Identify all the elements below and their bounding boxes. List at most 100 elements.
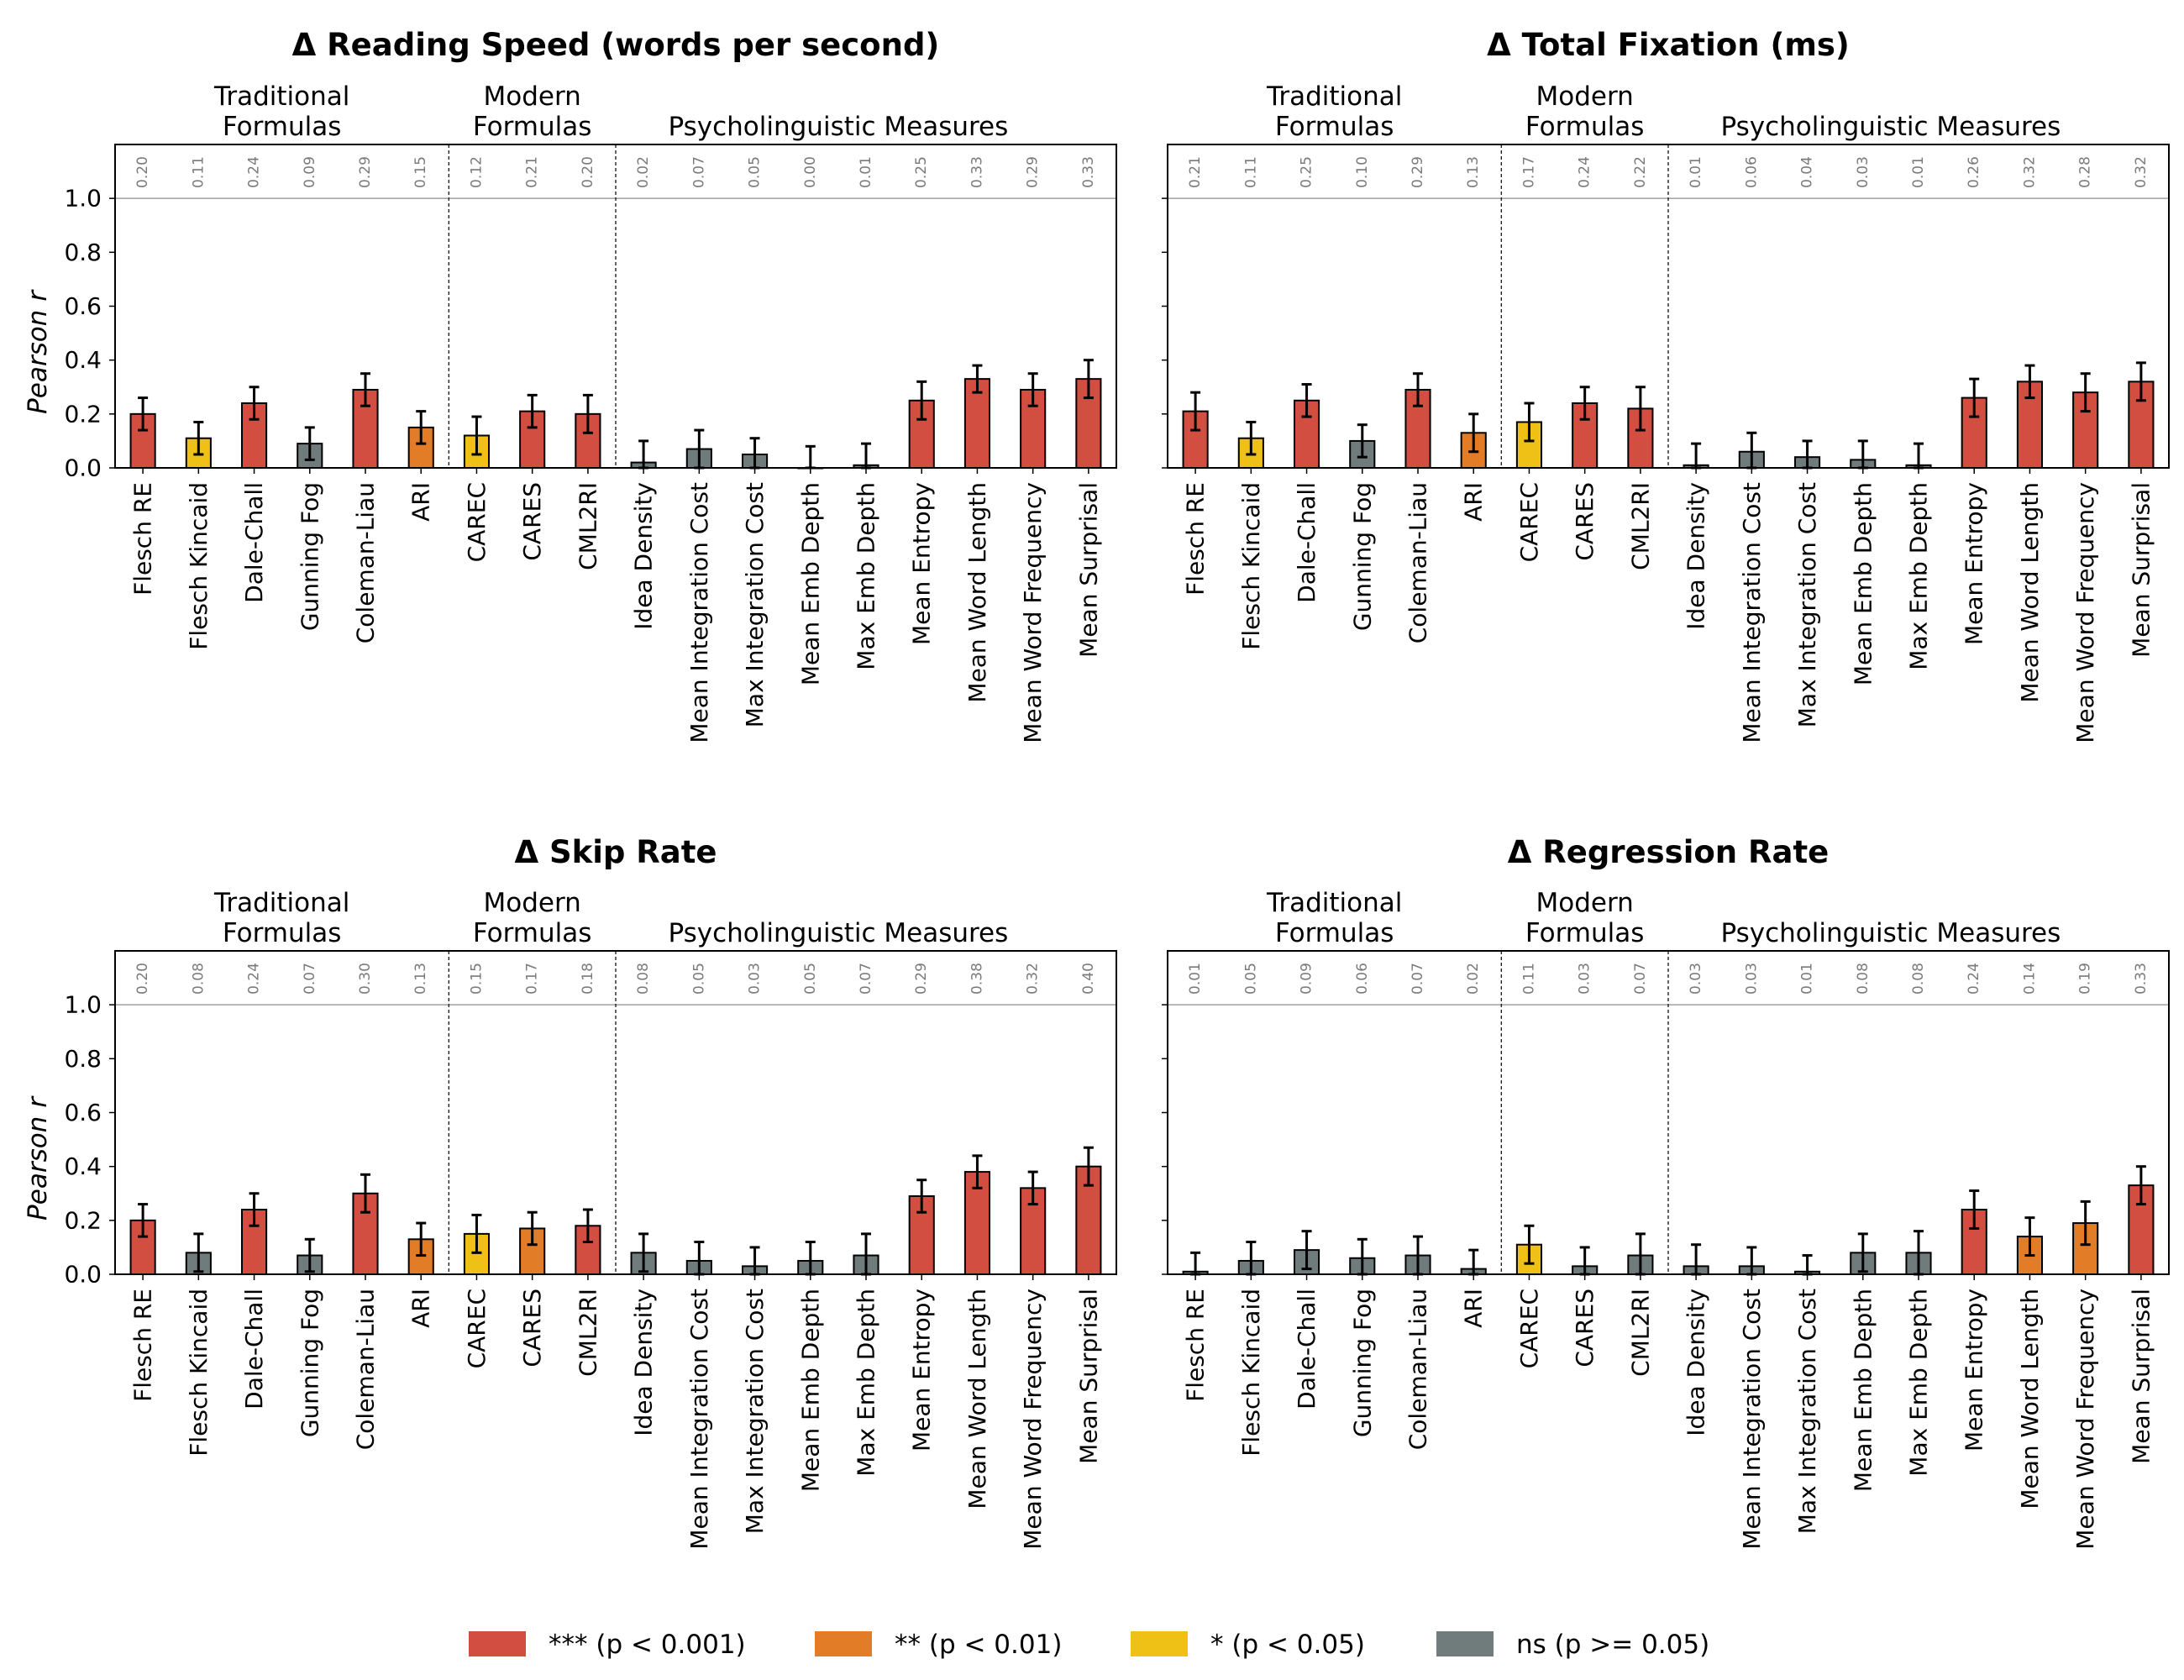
value-annotation: 0.06 [1743, 156, 1760, 188]
legend-swatch [1436, 1631, 1494, 1656]
y-tick-label: 1.0 [64, 991, 102, 1019]
bar [2128, 1184, 2155, 1275]
value-annotation: 0.08 [635, 963, 652, 995]
value-annotation: 0.06 [1354, 963, 1371, 995]
x-tick-label: Coleman-Liau [352, 1289, 380, 1450]
group-label: Formulas [1525, 918, 1645, 948]
x-tick-label: ARI [407, 1289, 435, 1328]
x-tick-label: Mean Integration Cost [685, 482, 713, 743]
legend-label: ns (p >= 0.05) [1516, 1630, 1709, 1660]
value-annotation: 0.15 [468, 963, 485, 995]
chart-title: Δ Total Fixation (ms) [1487, 27, 1850, 63]
group-label: Psycholinguistic Measures [668, 918, 1008, 948]
x-tick-label: Mean Entropy [1961, 482, 1988, 645]
value-annotation: 0.28 [2077, 156, 2094, 188]
y-tick-label: 0.2 [64, 1206, 102, 1234]
x-tick-label: Mean Entropy [1961, 1289, 1988, 1452]
value-annotation: 0.33 [2133, 963, 2150, 995]
group-label: Formulas [473, 918, 592, 948]
x-tick-label: CAREC [1515, 1289, 1543, 1368]
value-annotation: 0.32 [1025, 963, 1042, 995]
y-tick-label: 0.0 [64, 454, 102, 482]
x-tick-label: Flesch Kincaid [185, 1289, 213, 1457]
value-annotation: 0.21 [524, 156, 541, 188]
x-tick-label: Mean Integration Cost [685, 1289, 713, 1550]
value-annotation: 0.14 [2021, 963, 2038, 995]
axes-frame [114, 950, 1117, 1275]
x-tick-label: CARES [1571, 482, 1599, 561]
value-annotation: 0.08 [1910, 963, 1927, 995]
x-tick-label: Coleman-Liau [352, 482, 380, 643]
value-annotation: 0.11 [190, 156, 207, 188]
axes-frame [1167, 950, 2170, 1275]
value-annotation: 0.29 [1410, 156, 1426, 188]
chart-title: Δ Skip Rate [514, 834, 717, 870]
x-tick-label: Flesch Kincaid [1237, 1289, 1265, 1457]
x-tick-label: Idea Density [1683, 482, 1710, 630]
x-tick-label: Gunning Fog [296, 482, 323, 631]
x-tick-label: Flesch Kincaid [185, 482, 213, 650]
x-tick-label: Idea Density [630, 482, 658, 630]
value-annotation: 0.22 [1632, 156, 1649, 188]
x-tick-label: Max Emb Depth [853, 482, 880, 670]
legend-label: ** (p < 0.01) [895, 1630, 1062, 1660]
x-tick-label: CARES [1571, 1289, 1599, 1368]
value-annotation: 0.40 [1080, 963, 1097, 995]
value-annotation: 0.38 [969, 963, 985, 995]
value-annotation: 0.05 [802, 963, 819, 995]
x-tick-label: Max Integration Cost [741, 1289, 769, 1534]
x-tick-label: Mean Integration Cost [1738, 1289, 1766, 1550]
value-annotation: 0.25 [1299, 156, 1315, 188]
value-annotation: 0.15 [412, 156, 429, 188]
group-label: Modern [484, 888, 581, 918]
x-tick-label: Idea Density [1683, 1289, 1710, 1436]
x-tick-label: CAREC [1515, 482, 1543, 562]
x-tick-label: Mean Word Length [2016, 1289, 2044, 1509]
value-annotation: 0.09 [302, 156, 318, 188]
x-tick-label: Mean Surprisal [1074, 1289, 1102, 1464]
value-annotation: 0.01 [858, 156, 874, 188]
value-annotation: 0.02 [1465, 963, 1482, 995]
group-label: Traditional [213, 888, 349, 918]
x-tick-label: Flesch RE [129, 482, 157, 596]
group-label: Formulas [473, 112, 592, 142]
x-tick-label: Flesch RE [129, 1289, 157, 1402]
x-tick-label: Mean Word Frequency [1019, 1289, 1047, 1550]
value-annotation: 0.07 [1632, 963, 1649, 995]
value-annotation: 0.32 [2021, 156, 2038, 188]
x-tick-label: Max Integration Cost [1793, 482, 1821, 727]
value-annotation: 0.20 [134, 156, 151, 188]
legend-swatch [815, 1631, 872, 1656]
value-annotation: 0.24 [1966, 963, 1982, 995]
x-tick-label: Gunning Fog [1348, 1289, 1376, 1437]
y-tick-label: 0.2 [64, 400, 102, 428]
value-annotation: 0.29 [913, 963, 930, 995]
value-annotation: 0.05 [690, 963, 707, 995]
x-tick-label: Idea Density [630, 1289, 658, 1436]
group-label: Formulas [223, 918, 342, 948]
x-tick-label: Max Integration Cost [1793, 1289, 1821, 1534]
x-tick-label: CML2RI [574, 482, 601, 570]
group-label: Modern [484, 81, 581, 112]
legend: *** (p < 0.001) ** (p < 0.01) * (p < 0.05)… [469, 1630, 1709, 1660]
x-tick-label: Mean Emb Depth [1849, 482, 1877, 685]
x-tick-label: Max Emb Depth [853, 1289, 880, 1477]
x-tick-label: CARES [518, 482, 546, 561]
x-tick-label: Mean Word Frequency [2071, 482, 2099, 743]
x-tick-label: Mean Word Length [2016, 482, 2044, 703]
x-tick-label: Dale-Chall [240, 482, 268, 603]
y-tick-label: 0.0 [64, 1261, 102, 1289]
value-annotation: 0.33 [969, 156, 985, 188]
value-annotation: 0.01 [1187, 963, 1204, 995]
x-tick-label: CARES [518, 1289, 546, 1368]
group-label: Traditional [213, 81, 349, 112]
legend-label: *** (p < 0.001) [549, 1630, 746, 1660]
group-label: Psycholinguistic Measures [668, 112, 1008, 142]
group-label: Formulas [1275, 918, 1394, 948]
x-tick-label: ARI [1460, 482, 1488, 522]
value-annotation: 0.00 [802, 156, 819, 188]
group-label: Traditional [1266, 81, 1402, 112]
x-tick-label: Max Emb Depth [1905, 1289, 1933, 1477]
value-annotation: 0.20 [580, 156, 596, 188]
group-label: Formulas [1275, 112, 1394, 142]
